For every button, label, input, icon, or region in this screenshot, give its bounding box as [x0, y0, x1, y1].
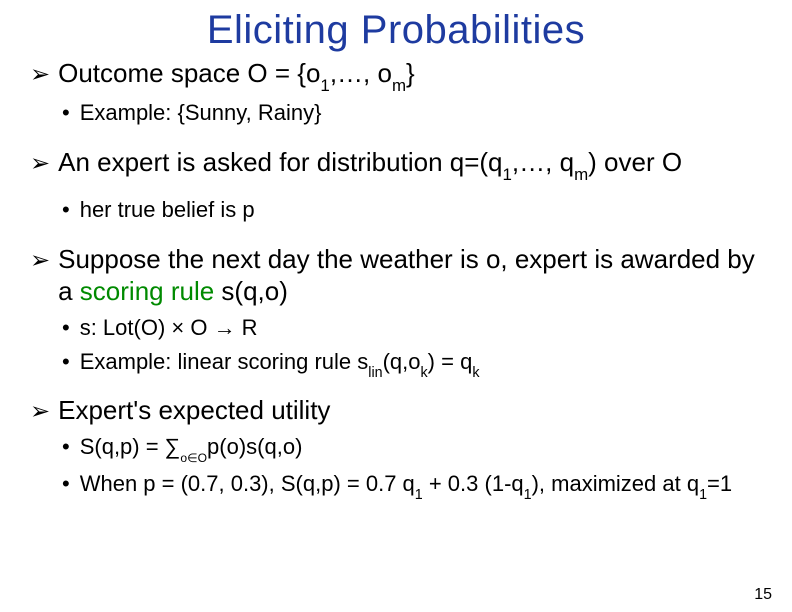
- bullet-text: Example: {Sunny, Rainy}: [80, 99, 322, 128]
- bullet-level-2: • When p = (0.7, 0.3), S(q,p) = 0.7 q1 + …: [62, 470, 762, 502]
- bullet-level-2: • her true belief is p: [62, 196, 762, 225]
- spacer: [30, 134, 762, 146]
- spacer: [30, 386, 762, 394]
- bullet-level-1: ➢ Suppose the next day the weather is o, …: [30, 243, 762, 308]
- bullet-level-2: • S(q,p) = ∑o∈Op(o)s(q,o): [62, 433, 762, 464]
- arrow-bullet-icon: ➢: [30, 397, 50, 427]
- bullet-text: Outcome space O = {o1,…, om}: [58, 57, 415, 93]
- bullet-text: S(q,p) = ∑o∈Op(o)s(q,o): [80, 433, 303, 464]
- arrow-bullet-icon: ➢: [30, 60, 50, 90]
- bullet-level-2: • s: Lot(O) × O → R: [62, 314, 762, 343]
- slide-body: ➢ Outcome space O = {o1,…, om} • Example: {…: [30, 57, 762, 502]
- spacer: [30, 188, 762, 196]
- dot-bullet-icon: •: [62, 470, 70, 499]
- bullet-level-1: ➢ Outcome space O = {o1,…, om}: [30, 57, 762, 93]
- bullet-text: her true belief is p: [80, 196, 255, 225]
- dot-bullet-icon: •: [62, 314, 70, 343]
- dot-bullet-icon: •: [62, 433, 70, 462]
- arrow-bullet-icon: ➢: [30, 246, 50, 276]
- bullet-text: s: Lot(O) × O → R: [80, 314, 258, 343]
- slide-container: Eliciting Probabilities ➢ Outcome space O…: [0, 0, 792, 612]
- bullet-text: When p = (0.7, 0.3), S(q,p) = 0.7 q1 + 0…: [80, 470, 732, 502]
- slide-title: Eliciting Probabilities: [30, 8, 762, 53]
- dot-bullet-icon: •: [62, 348, 70, 377]
- bullet-text: Suppose the next day the weather is o, e…: [58, 243, 762, 308]
- page-number: 15: [754, 586, 772, 604]
- bullet-level-2: • Example: linear scoring rule slin(q,ok)…: [62, 348, 762, 380]
- bullet-text: Example: linear scoring rule slin(q,ok) …: [80, 348, 480, 380]
- bullet-level-2: • Example: {Sunny, Rainy}: [62, 99, 762, 128]
- dot-bullet-icon: •: [62, 99, 70, 128]
- arrow-bullet-icon: ➢: [30, 149, 50, 179]
- bullet-level-1: ➢ Expert's expected utility: [30, 394, 762, 427]
- bullet-text: An expert is asked for distribution q=(q…: [58, 146, 682, 182]
- spacer: [30, 231, 762, 243]
- dot-bullet-icon: •: [62, 196, 70, 225]
- bullet-level-1: ➢ An expert is asked for distribution q=(…: [30, 146, 762, 182]
- bullet-text: Expert's expected utility: [58, 394, 330, 427]
